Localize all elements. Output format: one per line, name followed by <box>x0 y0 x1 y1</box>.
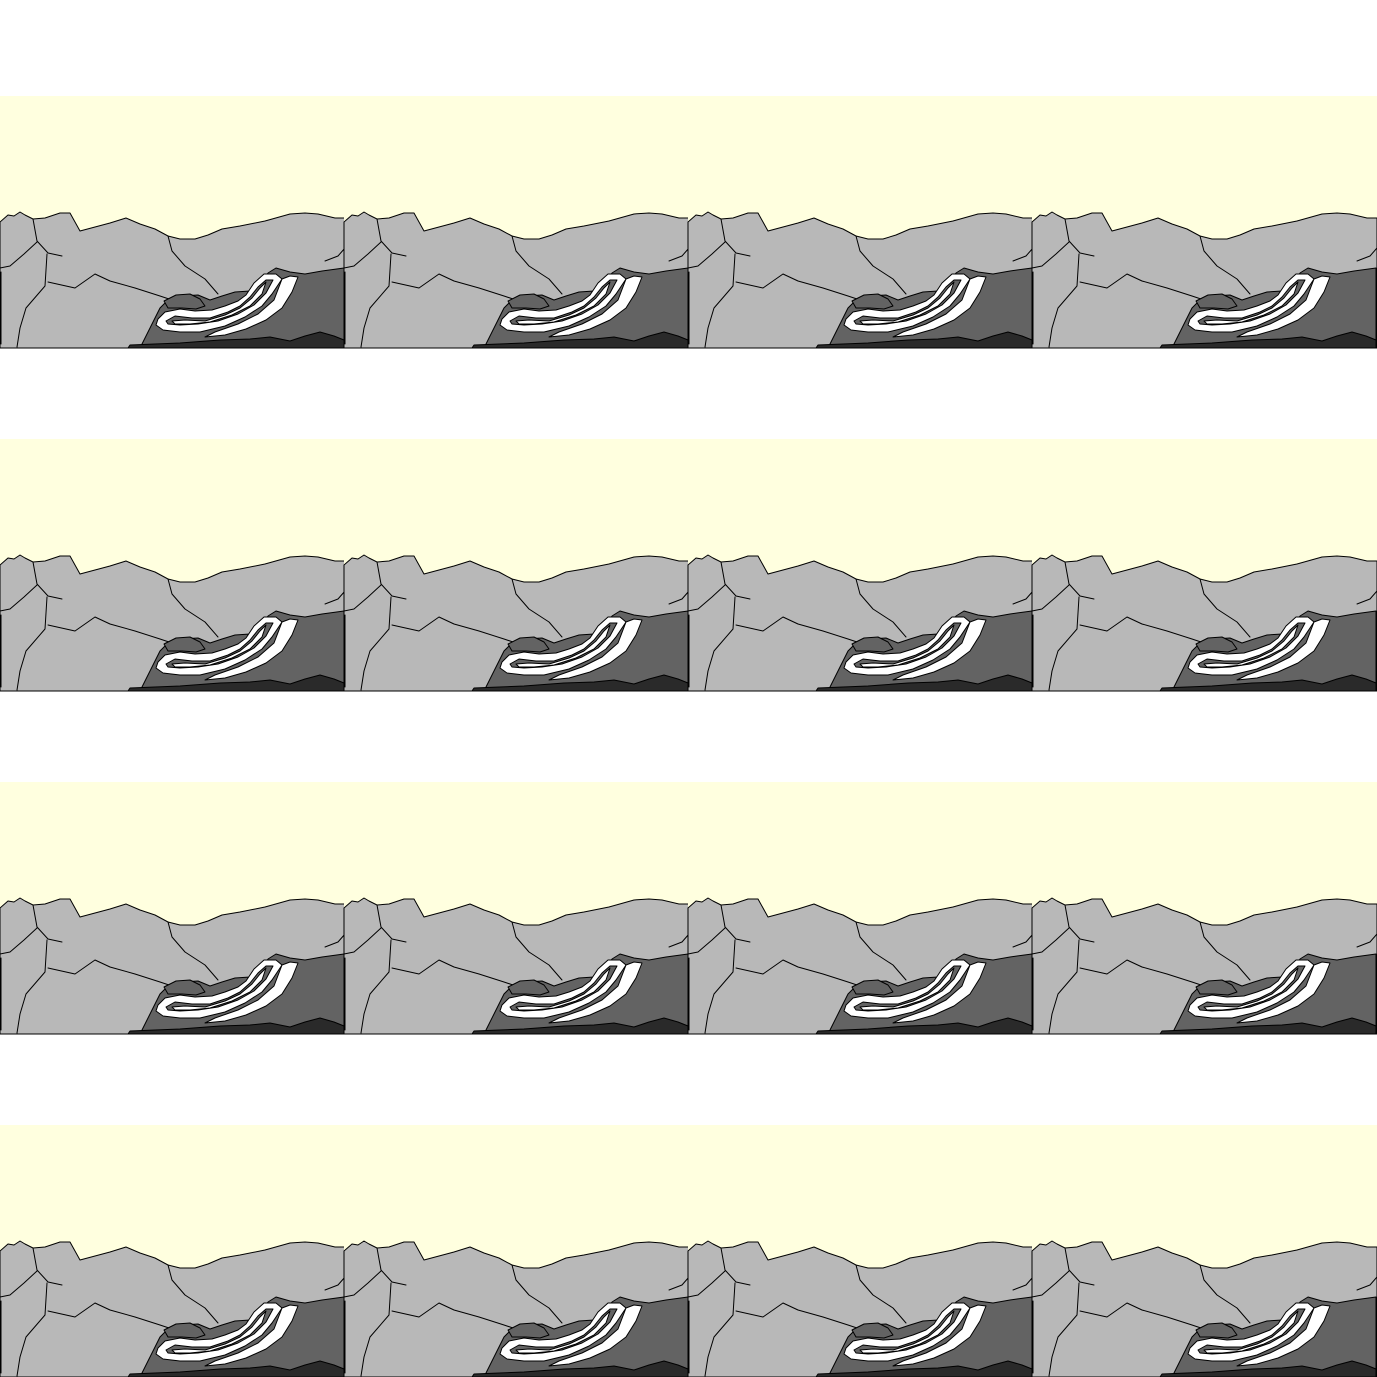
terrain-tile <box>687 438 1034 692</box>
terrain-tile <box>1031 438 1377 692</box>
terrain-tile <box>687 1124 1034 1377</box>
terrain-tile <box>687 781 1034 1035</box>
terrain-tile <box>1031 95 1377 349</box>
terrain-tile <box>1031 1124 1377 1377</box>
terrain-tile <box>343 1124 690 1377</box>
terrain-tile <box>0 1124 346 1377</box>
terrain-tile <box>0 95 346 349</box>
terrain-tile <box>1031 781 1377 1035</box>
terrain-tile <box>343 438 690 692</box>
terrain-tile <box>343 95 690 349</box>
terrain-tile <box>687 95 1034 349</box>
terrain-tile <box>0 781 346 1035</box>
terrain-tile <box>0 438 346 692</box>
terrain-tile <box>343 781 690 1035</box>
